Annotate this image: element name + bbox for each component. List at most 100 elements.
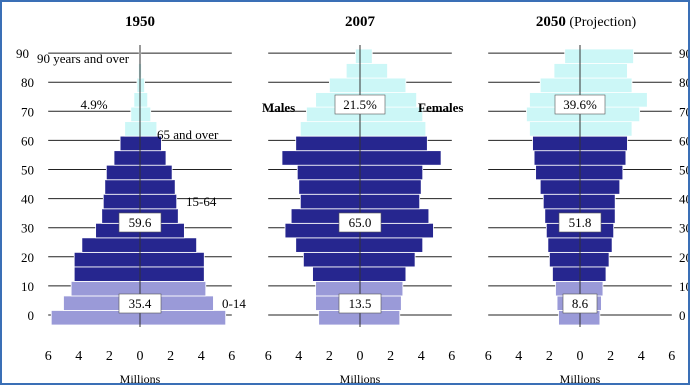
share-box <box>334 94 386 115</box>
share-value: 51.8 <box>569 215 592 230</box>
bar-male <box>119 135 141 152</box>
bar-male <box>302 251 361 268</box>
bar-female <box>139 179 176 195</box>
y-tick-label-right: 80 <box>679 75 688 90</box>
bar-female <box>359 266 407 282</box>
x-tick-label: 6 <box>228 349 235 364</box>
bar-female <box>359 77 407 93</box>
bar-male <box>298 179 361 195</box>
bar-female <box>139 164 173 181</box>
share-box <box>338 212 382 233</box>
bar-male <box>299 121 361 137</box>
y-tick-label-right: 20 <box>679 250 688 265</box>
bars <box>50 48 648 326</box>
panel-title-year: 2050 <box>536 14 566 30</box>
bar-male <box>113 150 141 166</box>
bar-male <box>81 237 141 253</box>
panel-title: 2007 <box>345 14 376 30</box>
annotation-90-years: 90 years and over <box>37 51 130 66</box>
x-tick-label: 6 <box>265 349 272 364</box>
share-box <box>562 293 598 314</box>
y-tick-label: 40 <box>21 192 34 207</box>
bar-female <box>579 150 627 166</box>
share-box <box>558 212 602 233</box>
share-value: 35.4 <box>129 296 152 311</box>
bar-female <box>359 193 421 210</box>
x-tick-label: 4 <box>418 349 425 364</box>
bar-male <box>529 121 581 137</box>
bar-male <box>295 135 361 152</box>
x-tick-label: 0 <box>577 349 584 364</box>
bar-female <box>579 48 634 64</box>
x-tick-label: 4 <box>295 349 302 364</box>
bar-male <box>553 63 581 79</box>
panel-title: 1950 <box>125 14 155 30</box>
share-value: 8.6 <box>572 296 589 311</box>
bar-female <box>139 121 158 137</box>
bar-female <box>139 237 198 253</box>
bar-female <box>579 193 616 210</box>
bar-male <box>539 77 581 93</box>
bar-female <box>579 135 628 152</box>
y-tick-label-right: 70 <box>679 104 688 119</box>
x-axis-label: Millions <box>560 372 601 383</box>
x-tick-label: 2 <box>106 349 113 364</box>
y-tick-label: 90 <box>16 46 29 61</box>
bar-female <box>359 237 424 253</box>
share-box <box>118 212 162 233</box>
bar-female <box>579 121 633 137</box>
share-value: 39.6% <box>563 97 597 112</box>
bar-male <box>73 266 141 282</box>
bar-male <box>312 266 361 282</box>
axes <box>139 45 581 327</box>
bar-male <box>355 48 361 64</box>
x-tick-label: 2 <box>167 349 174 364</box>
bar-male <box>130 106 141 123</box>
bar-female <box>579 251 610 268</box>
bar-female <box>359 121 427 137</box>
bar-female <box>139 106 152 123</box>
y-tick-label: 80 <box>21 75 34 90</box>
x-tick-label: 6 <box>668 349 675 364</box>
group-label-0-14: 0-14 <box>222 296 246 311</box>
bar-female <box>359 48 373 64</box>
bar-male <box>296 164 361 181</box>
y-tick-label-right: 60 <box>679 133 688 148</box>
bar-male <box>105 164 141 181</box>
bar-male <box>281 150 361 166</box>
bar-male <box>533 150 581 166</box>
bar-male <box>104 179 141 195</box>
bar-male <box>532 135 581 152</box>
y-tick-label-right: 40 <box>679 192 688 207</box>
x-tick-label: 0 <box>357 349 364 364</box>
bar-female <box>359 150 442 166</box>
bar-female <box>139 150 167 166</box>
x-tick-label: 2 <box>387 349 394 364</box>
bar-female <box>139 251 205 268</box>
bar-female <box>359 164 424 181</box>
share-value: 13.5 <box>349 296 372 311</box>
y-tick-label-right: 90 <box>679 46 688 61</box>
bar-female <box>359 135 428 152</box>
x-tick-label: 4 <box>198 349 205 364</box>
x-tick-label: 0 <box>137 349 144 364</box>
panel-title: 2050 (Projection) <box>536 14 637 30</box>
bar-male <box>328 77 361 93</box>
bar-male <box>535 164 581 181</box>
share-value: 4.9% <box>80 97 107 112</box>
y-tick-label: 10 <box>21 279 34 294</box>
bar-female <box>579 63 628 79</box>
share-box <box>118 293 162 314</box>
bar-male <box>102 193 141 210</box>
share-value: 65.0 <box>349 215 372 230</box>
bar-female <box>579 266 607 282</box>
x-tick-label: 6 <box>485 349 492 364</box>
bar-male <box>549 251 581 268</box>
y-tick-label-right: 30 <box>679 221 688 236</box>
x-axis-label: Millions <box>340 372 381 383</box>
x-axis-label: Millions <box>120 372 161 383</box>
bar-female <box>139 77 145 93</box>
